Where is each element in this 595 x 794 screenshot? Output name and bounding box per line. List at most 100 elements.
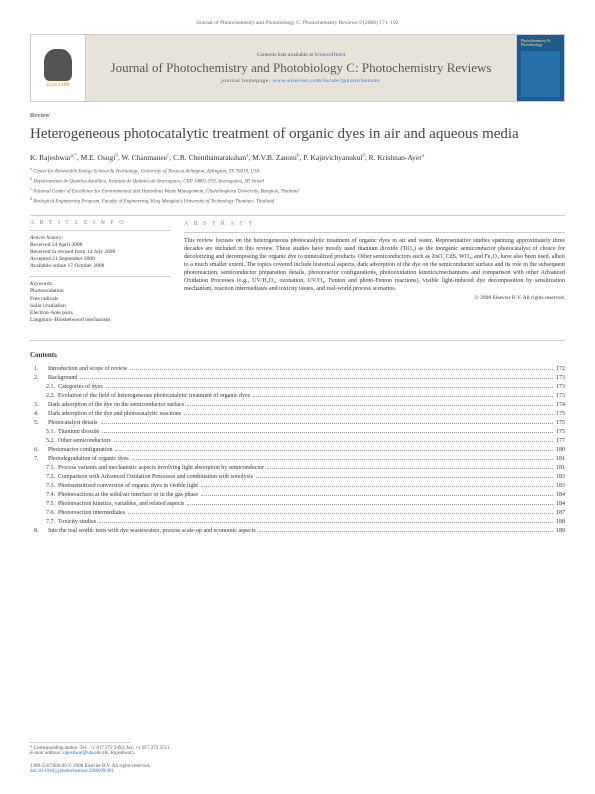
contents-prefix: Contents lists available at [257, 52, 315, 58]
toc-entry[interactable]: 7.1. Process variants and mechanistic as… [30, 464, 565, 473]
toc-page: 187 [556, 509, 565, 518]
corr-email-line: E-mail address: rajeshwar@uta.edu (K. Ra… [30, 751, 565, 756]
toc-title: Introduction and scope of review [48, 365, 127, 374]
toc-number: 3. [30, 401, 48, 410]
toc-entry[interactable]: 5. Photocatalyst details 175 [30, 419, 565, 428]
toc-number: 4. [30, 410, 48, 419]
toc-title: Photoreaction intermediates [58, 509, 125, 518]
author[interactable]: M.E. Osugib [81, 153, 118, 162]
toc-entry[interactable]: 4. Dark adsorption of the dye and photoc… [30, 410, 565, 419]
article-info-column: A R T I C L E I N F O Article history: R… [30, 220, 170, 331]
contents-available: Contents lists available at ScienceDirec… [94, 52, 508, 58]
toc-entry[interactable]: 7.5. Photoreaction kinetics, variables, … [30, 500, 565, 509]
toc-number: 1. [30, 365, 48, 374]
toc-leader [184, 414, 553, 415]
abstract-copyright: © 2008 Elsevier B.V. All rights reserved… [184, 295, 565, 302]
author[interactable]: P. Kajitvichyanukuld [303, 153, 365, 162]
toc-leader [102, 432, 553, 433]
keyword: Photooxidation [30, 288, 170, 295]
toc-title: Categories of dyes [58, 383, 103, 392]
homepage-link[interactable]: www.elsevier.com/locate/jphotochemrev [273, 78, 381, 84]
keywords-label: Keywords: [30, 281, 170, 288]
toc-entry[interactable]: 7. Photodegradation of organic dyes 181 [30, 455, 565, 464]
banner-center: Contents lists available at ScienceDirec… [86, 35, 516, 101]
toc-entry[interactable]: 2.2. Evolution of the field of heterogen… [30, 392, 565, 401]
cover-title: Photochemistry & Photobiology [521, 39, 560, 48]
toc-page: 189 [556, 527, 565, 536]
toc-title: Process variants and mechanistic aspects… [58, 464, 264, 473]
toc-entry[interactable]: 7.2. Comparison with Advanced Oxidation … [30, 473, 565, 482]
history-line: Received in revised form 14 July 2008 [30, 249, 170, 256]
history-line: Received 24 April 2008 [30, 242, 170, 249]
keyword: Solar irradiation [30, 303, 170, 310]
keyword: Electron–hole pairs [30, 310, 170, 317]
homepage-prefix: journal homepage: [221, 78, 272, 84]
author[interactable]: K. Rajeshwara,* [30, 153, 77, 162]
toc-entry[interactable]: 3. Dark adsorption of the dye on the sem… [30, 401, 565, 410]
info-abstract-row: A R T I C L E I N F O Article history: R… [30, 220, 565, 331]
history-label: Article history: [30, 235, 170, 242]
toc-entry[interactable]: 5.1. Titanium dioxide 175 [30, 428, 565, 437]
toc-leader [101, 423, 554, 424]
toc-page: 188 [556, 518, 565, 527]
toc-number: 5. [30, 419, 48, 428]
toc-page: 183 [556, 482, 565, 491]
toc-entry[interactable]: 8. Into the real world: tests with dye w… [30, 527, 565, 536]
toc-page: 184 [556, 491, 565, 500]
toc-entry[interactable]: 7.4. Photoreactions at the solid/air int… [30, 491, 565, 500]
cover-image-area [521, 51, 560, 97]
toc-number: 2.2. [30, 392, 58, 401]
toc-entry[interactable]: 2.1. Categories of dyes 173 [30, 383, 565, 392]
keyword: Free radicals [30, 296, 170, 303]
toc-entry[interactable]: 1. Introduction and scope of review 172 [30, 365, 565, 374]
toc-number: 7.7. [30, 518, 58, 527]
divider [30, 340, 565, 341]
toc-page: 177 [556, 437, 565, 446]
contents-heading: Contents [30, 351, 565, 359]
toc-number: 7.2. [30, 473, 58, 482]
journal-cover-thumbnail[interactable]: Photochemistry & Photobiology [516, 35, 564, 101]
toc-page: 175 [556, 419, 565, 428]
history-line: Accepted 21 September 2008 [30, 256, 170, 263]
toc-leader [114, 441, 553, 442]
author[interactable]: M.V.B. Zanonib [252, 153, 299, 162]
divider [30, 276, 170, 277]
doi-link[interactable]: doi:10.1016/j.jphotochemrev.2008.09.001 [30, 769, 114, 774]
author[interactable]: W. Chanmaneec [121, 153, 169, 162]
toc-entry[interactable]: 5.2. Other semiconductors 177 [30, 437, 565, 446]
toc-page: 175 [556, 410, 565, 419]
author[interactable]: C.R. Chenthamarakshana [173, 153, 248, 162]
affiliation: d Biological Engineering Program, Facult… [30, 196, 565, 206]
toc-leader [259, 531, 553, 532]
toc-page: 173 [556, 392, 565, 401]
article-history: Article history: Received 24 April 2008R… [30, 235, 170, 271]
toc-page: 181 [556, 455, 565, 464]
publisher-logo[interactable]: ELSEVIER [31, 35, 86, 101]
affiliation: b Departamento de Química Analítica, Ins… [30, 176, 565, 186]
toc-number: 7.5. [30, 500, 58, 509]
toc-number: 2. [30, 374, 48, 383]
toc-page: 174 [556, 401, 565, 410]
toc-entry[interactable]: 7.3. Photosensitized conversion of organ… [30, 482, 565, 491]
toc-page: 183 [556, 473, 565, 482]
toc-entry[interactable]: 6. Photoreactor configuration 180 [30, 446, 565, 455]
toc-entry[interactable]: 7.7. Toxicity studies 188 [30, 518, 565, 527]
toc-leader [253, 396, 553, 397]
toc-title: Other semiconductors [58, 437, 111, 446]
sciencedirect-link[interactable]: ScienceDirect [314, 52, 345, 58]
corr-email-link[interactable]: rajeshwar@uta.edu [63, 751, 102, 756]
toc-entry[interactable]: 7.6. Photoreaction intermediates 187 [30, 509, 565, 518]
toc-page: 173 [556, 383, 565, 392]
keywords-block: Keywords: PhotooxidationFree radicalsSol… [30, 281, 170, 324]
toc-leader [106, 387, 553, 388]
toc-title: Photosensitized conversion of organic dy… [58, 482, 198, 491]
toc-number: 7.1. [30, 464, 58, 473]
article-title: Heterogeneous photocatalytic treatment o… [30, 125, 565, 143]
article-type: Review [30, 112, 565, 119]
divider [184, 232, 565, 233]
issn-doi-block: 1389-5567/$20.00 © 2008 Elsevier B.V. Al… [30, 764, 565, 774]
author[interactable]: R. Krishnan-Ayera [369, 153, 424, 162]
toc-entry[interactable]: 2. Background 173 [30, 374, 565, 383]
toc-leader [130, 369, 553, 370]
toc-page: 180 [556, 446, 565, 455]
